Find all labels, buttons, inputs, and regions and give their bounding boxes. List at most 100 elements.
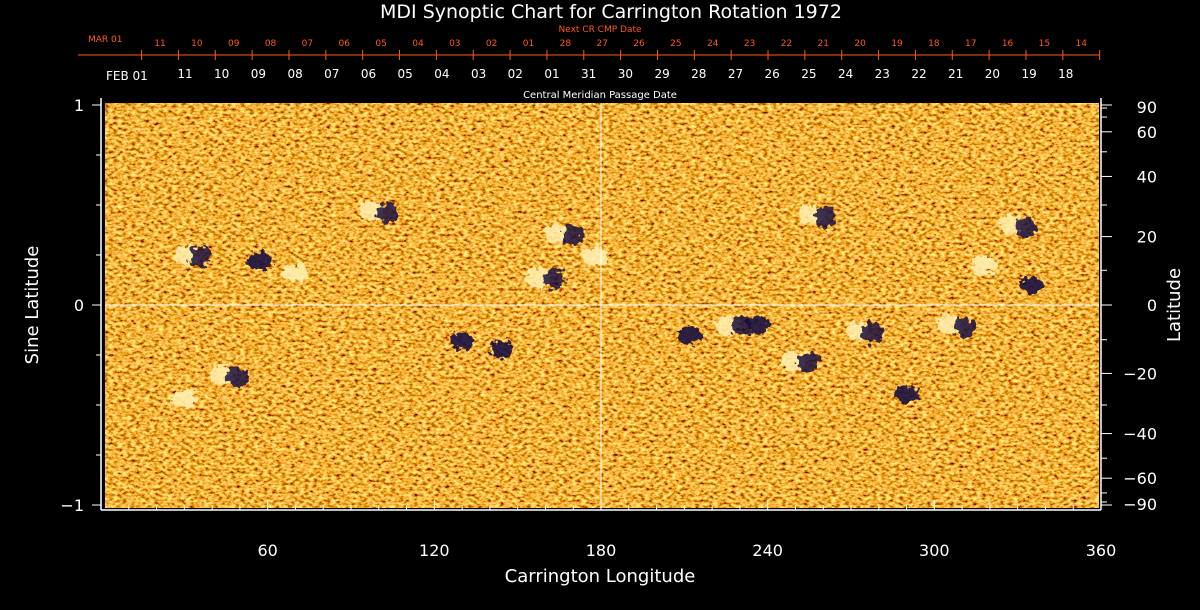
next-cr-month: MAR 01 bbox=[88, 35, 123, 45]
next-cr-date-label: 09 bbox=[228, 39, 240, 49]
next-cr-date-labels: 11 10 09 08 07 06 05 04 03 02 01 28 27 26 25 24 23 22 21 20… bbox=[154, 39, 1087, 49]
cmp-date-label: 08 bbox=[287, 67, 302, 81]
cmp-date-label: 04 bbox=[434, 67, 449, 81]
cmp-date-label: 28 bbox=[691, 67, 706, 81]
cmp-date-label: 19 bbox=[1021, 67, 1036, 81]
active-region bbox=[744, 316, 769, 334]
y-left-axis-label: Sine Latitude bbox=[22, 246, 43, 365]
active-region bbox=[375, 203, 398, 223]
cmp-date-labels: 11 10 09 08 07 06 05 04 03 02 01 31 30 29 28 27 26 25 24 23… bbox=[177, 67, 1073, 81]
next-cr-date-label: 27 bbox=[596, 39, 607, 49]
next-cr-date-label: 03 bbox=[449, 39, 460, 49]
next-cr-ticks bbox=[141, 50, 1101, 60]
cmp-date-label: 05 bbox=[398, 67, 413, 81]
cmp-date-label: 06 bbox=[361, 67, 376, 81]
y-left-tick-label: −1 bbox=[60, 496, 84, 515]
active-region bbox=[225, 367, 248, 387]
y-right-tick-label: 40 bbox=[1137, 167, 1157, 186]
active-region bbox=[1014, 217, 1037, 237]
cmp-date-label: 11 bbox=[177, 67, 192, 81]
next-cr-date-label: 06 bbox=[339, 39, 351, 49]
active-region bbox=[247, 252, 272, 270]
cmp-date-label: 01 bbox=[544, 67, 559, 81]
y-right-tick-labels: 90 60 40 20 0 −20 −40 −60 −90 bbox=[1123, 98, 1157, 514]
y-right-tick-label: −20 bbox=[1123, 364, 1157, 383]
cmp-date-label: 22 bbox=[911, 67, 926, 81]
x-axis-label: Carrington Longitude bbox=[505, 566, 696, 587]
x-ticks bbox=[128, 500, 1074, 510]
next-cr-date-label: 15 bbox=[1039, 39, 1050, 49]
cmp-date-label: 31 bbox=[581, 67, 596, 81]
active-regions bbox=[171, 201, 1044, 408]
cmp-date-label: 10 bbox=[214, 67, 229, 81]
next-cr-date-label: 01 bbox=[523, 39, 534, 49]
x-tick-labels: 60 120 180 240 300 360 bbox=[257, 541, 1116, 560]
next-cr-date-label: 14 bbox=[1076, 39, 1088, 49]
y-right-tick-label: 0 bbox=[1147, 296, 1157, 315]
cmp-month: FEB 01 bbox=[106, 69, 148, 83]
x-tick-label: 300 bbox=[919, 541, 950, 560]
cmp-date-label: 29 bbox=[654, 67, 669, 81]
y-left-tick-label: 1 bbox=[74, 96, 84, 115]
cmp-axis-label: Central Meridian Passage Date bbox=[523, 90, 677, 101]
cmp-date-label: 26 bbox=[765, 67, 780, 81]
y-right-tick-label: 90 bbox=[1137, 98, 1157, 117]
y-left-tick-labels: 1 0 −1 bbox=[60, 96, 84, 515]
cmp-date-label: 24 bbox=[838, 67, 853, 81]
next-cr-date-label: 26 bbox=[633, 39, 645, 49]
cmp-date-label: 18 bbox=[1058, 67, 1073, 81]
next-cr-date-label: 25 bbox=[670, 39, 681, 49]
cmp-date-label: 27 bbox=[728, 67, 743, 81]
next-cr-date-label: 04 bbox=[412, 39, 424, 49]
x-tick-label: 60 bbox=[257, 541, 277, 560]
cmp-date-label: 23 bbox=[875, 67, 890, 81]
cmp-date-label: 07 bbox=[324, 67, 339, 81]
y-right-ticks bbox=[1101, 104, 1112, 506]
y-left-ticks bbox=[92, 104, 101, 506]
y-right-tick-label: 60 bbox=[1137, 123, 1157, 142]
active-region bbox=[677, 326, 702, 344]
chart-title: MDI Synoptic Chart for Carrington Rotati… bbox=[380, 1, 842, 23]
next-cr-date-label: 24 bbox=[707, 39, 719, 49]
cmp-date-label: 09 bbox=[251, 67, 266, 81]
active-region bbox=[189, 247, 212, 267]
y-right-tick-label: −60 bbox=[1123, 469, 1157, 488]
y-right-tick-label: −40 bbox=[1123, 425, 1157, 444]
x-tick-label: 120 bbox=[419, 541, 450, 560]
next-cr-date-label: 22 bbox=[781, 39, 792, 49]
next-cr-label: Next CR CMP Date bbox=[558, 25, 642, 35]
active-region bbox=[282, 264, 309, 282]
next-cr-date-label: 16 bbox=[1002, 39, 1014, 49]
y-left-tick-label: 0 bbox=[74, 296, 84, 315]
cmp-date-label: 02 bbox=[508, 67, 523, 81]
x-tick-label: 240 bbox=[752, 541, 783, 560]
next-cr-date-label: 07 bbox=[302, 39, 313, 49]
x-tick-label: 360 bbox=[1086, 541, 1117, 560]
active-region bbox=[582, 248, 609, 266]
active-region bbox=[953, 317, 976, 337]
cmp-date-label: 20 bbox=[985, 67, 1000, 81]
active-region bbox=[861, 323, 884, 343]
next-cr-date-label: 28 bbox=[560, 39, 572, 49]
cmp-date-label: 25 bbox=[801, 67, 816, 81]
cmp-date-label: 21 bbox=[948, 67, 963, 81]
active-region bbox=[450, 332, 475, 350]
next-cr-date-label: 20 bbox=[854, 39, 866, 49]
next-cr-date-label: 19 bbox=[891, 39, 903, 49]
cmp-date-label: 30 bbox=[618, 67, 633, 81]
active-region bbox=[814, 207, 837, 227]
next-cr-date-label: 17 bbox=[965, 39, 976, 49]
next-cr-date-label: 05 bbox=[375, 39, 386, 49]
active-region bbox=[489, 340, 513, 358]
active-region bbox=[171, 390, 198, 408]
next-cr-date-label: 23 bbox=[744, 39, 755, 49]
active-region bbox=[561, 225, 584, 245]
next-cr-date-label: 21 bbox=[818, 39, 829, 49]
active-region bbox=[542, 269, 565, 289]
cmp-date-label: 03 bbox=[471, 67, 486, 81]
active-region bbox=[798, 353, 820, 373]
next-cr-date-label: 18 bbox=[928, 39, 940, 49]
next-cr-date-label: 11 bbox=[154, 39, 165, 49]
x-tick-label: 180 bbox=[586, 541, 617, 560]
